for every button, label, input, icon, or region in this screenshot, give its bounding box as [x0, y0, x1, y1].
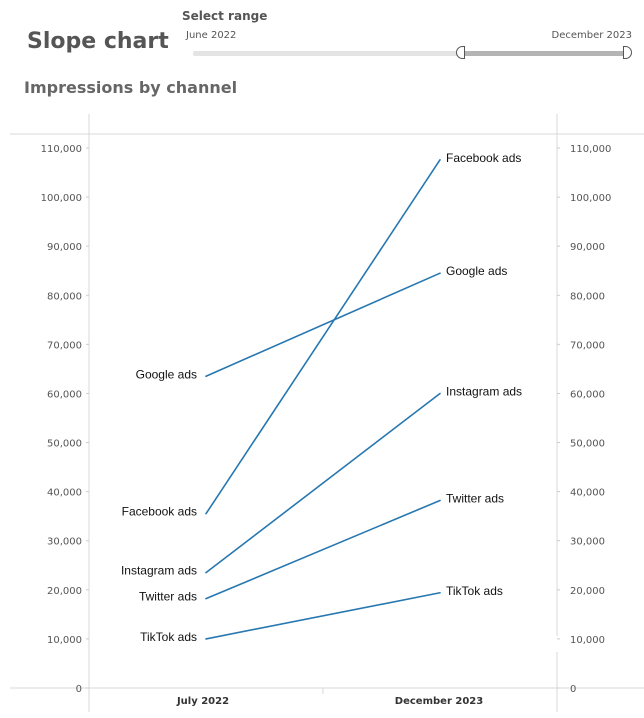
left-y-tick-label: 20,000	[47, 586, 82, 597]
range-slider-selection[interactable]	[460, 51, 628, 56]
range-start-label: June 2022	[186, 30, 237, 41]
slope-line	[205, 499, 441, 600]
left-y-tick-label: 40,000	[47, 488, 82, 499]
right-y-tick-label: 50,000	[570, 439, 605, 450]
range-filter-label: Select range	[182, 9, 268, 23]
right-y-tick-label: 80,000	[570, 291, 605, 302]
left-y-tick-label: 110,000	[41, 144, 82, 155]
left-y-tick-label: 10,000	[47, 635, 82, 646]
page-title: Slope chart	[27, 29, 169, 54]
end-series-label: Facebook ads	[446, 151, 521, 165]
left-y-tick-label: 90,000	[47, 242, 82, 253]
left-y-tick-label: 80,000	[47, 291, 82, 302]
start-series-label: Twitter ads	[139, 590, 197, 604]
start-series-label: TikTok ads	[140, 630, 197, 644]
left-y-tick-label: 50,000	[47, 439, 82, 450]
right-y-tick-label: 10,000	[570, 635, 605, 646]
range-slider-start-handle[interactable]	[456, 46, 465, 59]
right-y-tick-label: 30,000	[570, 537, 605, 548]
start-series-label: Instagram ads	[121, 564, 197, 578]
right-y-tick-label: 0	[570, 684, 576, 695]
right-y-tick-label: 110,000	[570, 144, 611, 155]
end-series-label: Instagram ads	[446, 384, 522, 398]
range-slider-track[interactable]	[193, 51, 630, 56]
x-category-label: December 2023	[395, 696, 483, 707]
start-series-label: Facebook ads	[122, 505, 197, 519]
chart-title: Impressions by channel	[24, 78, 238, 97]
slope-line	[205, 392, 441, 574]
left-y-tick-label: 0	[76, 684, 82, 695]
range-end-label: December 2023	[551, 30, 632, 41]
left-y-tick-label: 70,000	[47, 340, 82, 351]
right-y-tick-label: 40,000	[570, 488, 605, 499]
range-slider-end-handle[interactable]	[623, 46, 632, 59]
end-series-label: TikTok ads	[446, 584, 503, 598]
end-series-label: Google ads	[446, 264, 507, 278]
slope-line	[205, 591, 441, 640]
right-y-tick-label: 100,000	[570, 193, 611, 204]
left-y-tick-label: 100,000	[41, 193, 82, 204]
right-y-tick-label: 90,000	[570, 242, 605, 253]
left-y-tick-label: 30,000	[47, 537, 82, 548]
x-category-label: July 2022	[176, 696, 229, 707]
right-y-tick-label: 20,000	[570, 586, 605, 597]
slope-line	[205, 272, 441, 378]
start-series-label: Google ads	[136, 367, 197, 381]
end-series-label: Twitter ads	[446, 491, 504, 505]
right-y-tick-label: 70,000	[570, 340, 605, 351]
right-y-tick-label: 60,000	[570, 389, 605, 400]
slope-line	[205, 158, 441, 515]
left-y-tick-label: 60,000	[47, 389, 82, 400]
